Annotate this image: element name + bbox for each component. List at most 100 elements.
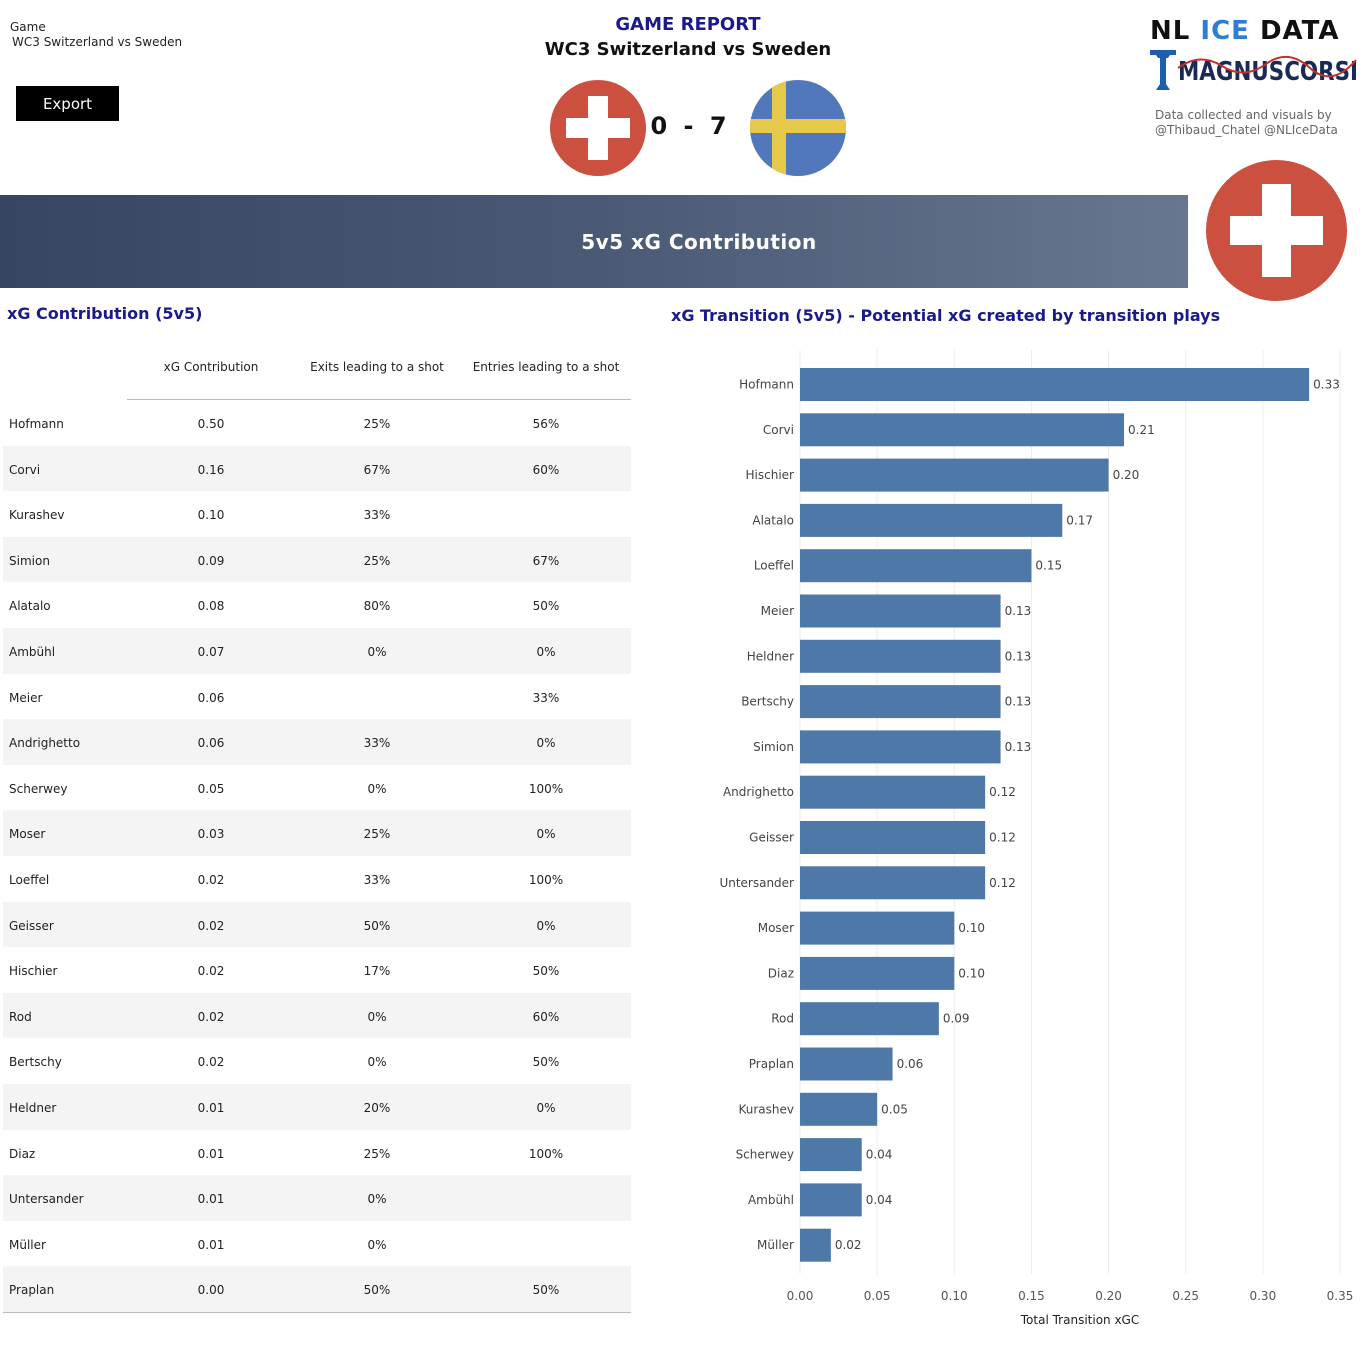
bar[interactable] <box>800 866 986 900</box>
bar[interactable] <box>800 821 986 854</box>
exits-value: 0% <box>367 1237 387 1252</box>
y-tick-label: Meier <box>761 604 794 618</box>
table-row[interactable]: Untersander 0.01 0% <box>3 1175 631 1221</box>
exits-value: 25% <box>363 417 391 431</box>
table-row[interactable]: Hofmann 0.50 25% 56% <box>3 400 631 446</box>
data-label: 0.13 <box>1005 695 1032 709</box>
switzerland-flag-icon <box>550 80 646 176</box>
xg-contribution-value: 0.02 <box>197 964 225 979</box>
data-label: 0.13 <box>1005 604 1032 618</box>
player-name: Rod <box>9 1009 32 1024</box>
player-name: Loeffel <box>9 872 50 887</box>
column-header-entries[interactable]: Entries leading to a shot <box>472 360 620 374</box>
exits-value: 0% <box>367 781 387 796</box>
table-row[interactable]: Moser 0.03 25% 0% <box>3 810 631 856</box>
table-row[interactable]: Alatalo 0.08 80% 50% <box>3 582 631 628</box>
game-filter-value[interactable]: WC3 Switzerland vs Sweden <box>12 35 183 49</box>
x-tick-label: 0.10 <box>941 1289 968 1303</box>
table-row[interactable]: Heldner 0.01 20% 0% <box>3 1083 631 1130</box>
y-tick-label: Praplan <box>749 1057 794 1071</box>
player-name: Diaz <box>9 1146 36 1161</box>
table-row[interactable]: Meier 0.06 33% <box>3 674 631 720</box>
bar[interactable] <box>800 368 1310 401</box>
y-tick-label: Corvi <box>763 423 794 437</box>
bar[interactable] <box>800 549 1032 583</box>
player-name: Hofmann <box>9 417 64 431</box>
y-tick-label: Heldner <box>747 649 794 663</box>
y-tick-label: Untersander <box>719 876 794 890</box>
bar[interactable] <box>800 956 955 990</box>
entries-value: 100% <box>528 872 564 887</box>
y-tick-label: Kurashev <box>738 1102 794 1116</box>
data-label: 0.12 <box>989 876 1016 890</box>
xg-contribution-value: 0.10 <box>197 508 225 523</box>
column-header-xg[interactable]: xG Contribution <box>163 360 259 374</box>
table-row[interactable]: Scherwey 0.05 0% 100% <box>3 765 631 811</box>
bar[interactable] <box>800 413 1124 447</box>
banner-title: 5v5 xG Contribution <box>581 229 817 254</box>
bar[interactable] <box>800 1047 893 1081</box>
xg-contribution-value: 0.06 <box>197 736 225 751</box>
x-tick-label: 0.25 <box>1172 1289 1199 1303</box>
table-row[interactable]: Müller 0.01 0% <box>3 1221 631 1267</box>
table-row[interactable]: Andrighetto 0.06 33% 0% <box>3 719 631 765</box>
column-header-exits[interactable]: Exits leading to a shot <box>310 360 444 374</box>
exits-value: 25% <box>363 827 391 842</box>
player-name: Geisser <box>9 918 54 933</box>
logo-wordmark: NL ICE DATA <box>1150 16 1340 46</box>
xg-contribution-value: 0.02 <box>197 918 225 933</box>
y-tick-label: Andrighetto <box>723 785 794 799</box>
y-tick-label: Hofmann <box>739 378 794 392</box>
table-row[interactable]: Corvi 0.16 67% 60% <box>3 445 631 492</box>
bar[interactable] <box>800 1002 939 1036</box>
bar[interactable] <box>800 730 1001 764</box>
y-tick-label: Moser <box>758 921 794 935</box>
x-tick-label: 0.30 <box>1249 1289 1276 1303</box>
exits-value: 25% <box>363 553 391 568</box>
player-name: Simion <box>9 553 50 568</box>
bar[interactable] <box>800 639 1001 673</box>
table-row[interactable]: Diaz 0.01 25% 100% <box>3 1130 631 1176</box>
xg-contribution-value: 0.16 <box>197 462 225 477</box>
table-row[interactable]: Ambühl 0.07 0% 0% <box>3 627 631 674</box>
bar[interactable] <box>800 1138 862 1172</box>
bar[interactable] <box>800 503 1063 537</box>
table-row[interactable]: Simion 0.09 25% 67% <box>3 536 631 583</box>
bar[interactable] <box>800 1092 878 1126</box>
entries-value: 60% <box>532 1009 560 1024</box>
bar[interactable] <box>800 911 955 945</box>
score-separator: - <box>683 112 695 140</box>
table-row[interactable]: Kurashev 0.10 33% <box>3 491 631 537</box>
x-axis-title: Total Transition xGC <box>1020 1313 1139 1327</box>
entries-value: 0% <box>536 644 556 659</box>
bar[interactable] <box>800 1183 862 1217</box>
table-row[interactable]: Geisser 0.02 50% 0% <box>3 901 631 948</box>
player-name: Scherwey <box>9 781 68 796</box>
bar[interactable] <box>800 458 1109 492</box>
player-name: Kurashev <box>9 508 65 523</box>
bar[interactable] <box>800 1228 831 1262</box>
game-filter-title: Game <box>10 20 46 34</box>
y-tick-label: Simion <box>753 740 794 754</box>
player-name: Hischier <box>9 964 58 979</box>
export-button[interactable]: Export <box>16 86 119 121</box>
score-home: 0 <box>650 112 669 140</box>
entries-value: 56% <box>532 417 560 431</box>
table-row[interactable]: Loeffel 0.02 33% 100% <box>3 856 631 902</box>
x-tick-label: 0.35 <box>1327 1289 1354 1303</box>
data-label: 0.12 <box>989 785 1016 799</box>
table-bottom-divider <box>3 1311 631 1313</box>
bar[interactable] <box>800 685 1001 719</box>
bar[interactable] <box>800 594 1001 628</box>
table-row[interactable]: Rod 0.02 0% 60% <box>3 992 631 1039</box>
table-row[interactable]: Hischier 0.02 17% 50% <box>3 947 631 993</box>
x-tick-label: 0.20 <box>1095 1289 1122 1303</box>
table-row[interactable]: Praplan 0.00 50% 50% <box>3 1266 631 1312</box>
bar[interactable] <box>800 775 986 809</box>
entries-value: 50% <box>532 1055 560 1070</box>
xg-contribution-value: 0.06 <box>197 690 225 705</box>
xg-contribution-value: 0.01 <box>197 1192 225 1207</box>
data-label: 0.17 <box>1066 513 1093 527</box>
table-row[interactable]: Bertschy 0.02 0% 50% <box>3 1038 631 1084</box>
report-title: GAME REPORT <box>615 14 761 35</box>
